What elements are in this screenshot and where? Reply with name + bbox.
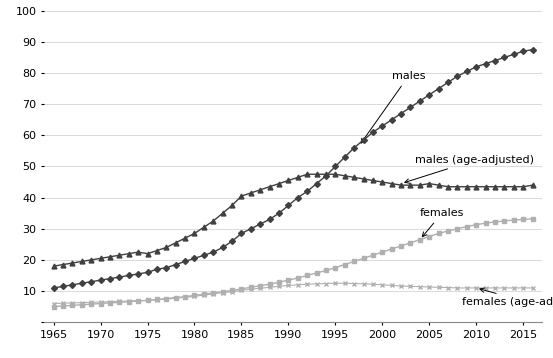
Text: females: females [420,208,464,237]
Text: females (age-adjusted): females (age-adjusted) [462,288,553,307]
Text: males: males [361,71,425,143]
Text: males (age-adjusted): males (age-adjusted) [405,155,534,183]
